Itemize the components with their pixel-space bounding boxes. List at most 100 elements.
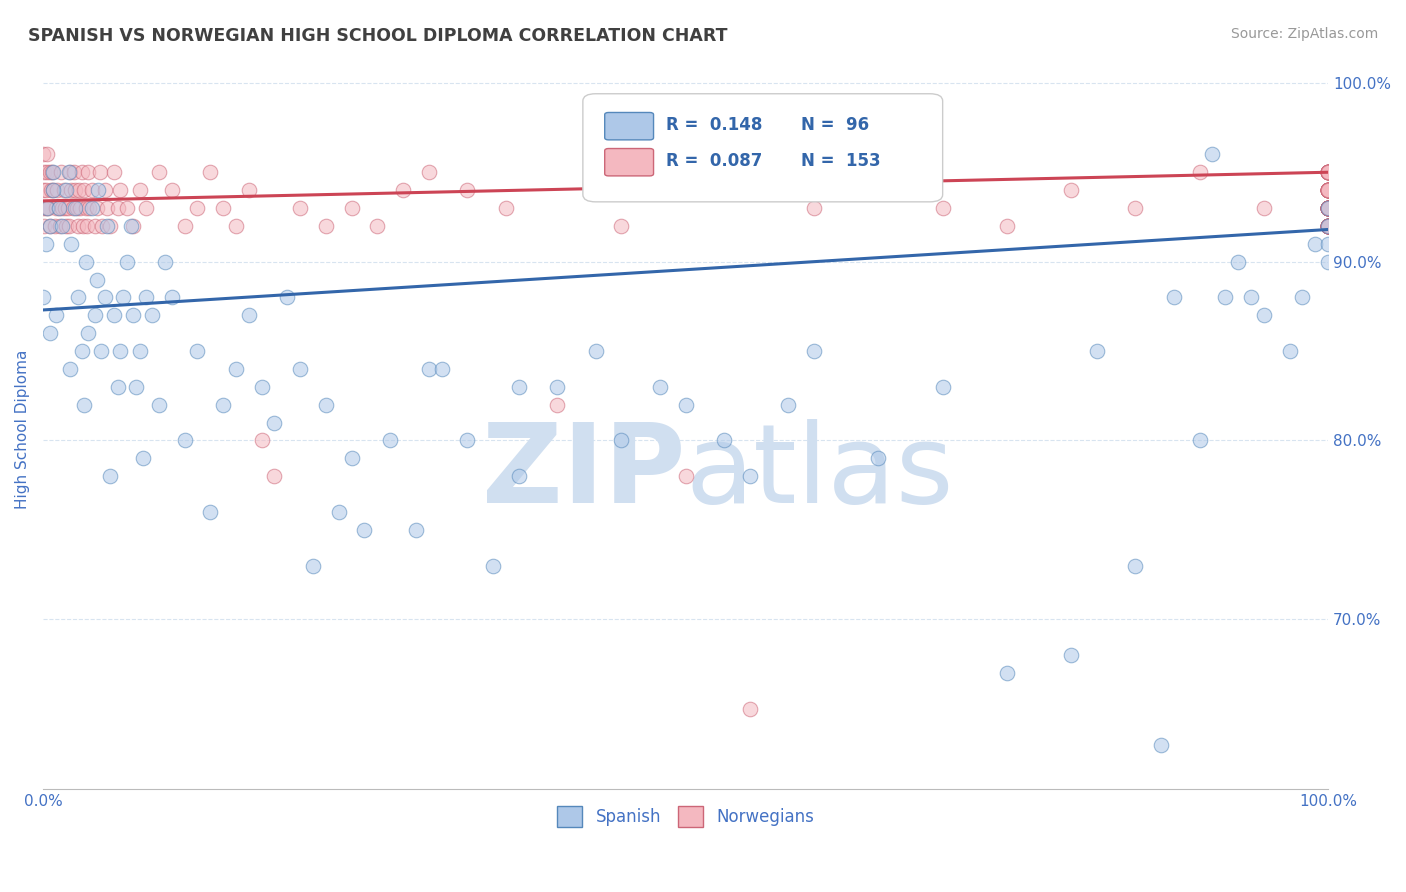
Point (135, 290, 157, 304)
Point (1317, 201, 1340, 215)
Point (868, 183, 890, 197)
Point (160, 183, 183, 197)
Point (115, 201, 138, 215)
Point (778, 398, 800, 412)
Point (1317, 183, 1340, 197)
Point (1317, 201, 1340, 215)
Point (35, 236, 58, 251)
Point (1317, 219, 1340, 233)
Point (65, 183, 87, 197)
FancyBboxPatch shape (583, 94, 942, 202)
Point (738, 469, 761, 483)
Point (122, 219, 145, 233)
Point (1317, 201, 1340, 215)
Point (1317, 183, 1340, 197)
Point (1317, 219, 1340, 233)
Point (52, 183, 75, 197)
Point (1317, 219, 1340, 233)
Point (378, 434, 401, 448)
Point (70, 165, 93, 179)
Point (32, 183, 55, 197)
Point (1317, 201, 1340, 215)
Point (48, 201, 70, 215)
Point (186, 201, 208, 215)
Point (1317, 201, 1340, 215)
Point (418, 362, 440, 376)
Point (1291, 290, 1313, 304)
Point (1303, 236, 1326, 251)
Point (148, 398, 170, 412)
Point (76, 219, 98, 233)
Legend: Spanish, Norwegians: Spanish, Norwegians (548, 798, 823, 835)
Point (128, 344, 150, 359)
Point (238, 183, 260, 197)
Point (238, 308, 260, 322)
Point (1317, 201, 1340, 215)
Point (38, 326, 60, 341)
Point (46, 183, 69, 197)
Point (995, 665, 1018, 680)
Point (87, 183, 110, 197)
Point (250, 434, 273, 448)
Point (103, 165, 125, 179)
Point (263, 469, 285, 483)
Point (60, 183, 83, 197)
Point (32, 201, 55, 215)
Point (58, 165, 80, 179)
Point (35, 147, 58, 161)
Point (1253, 201, 1275, 215)
Point (1278, 344, 1301, 359)
Point (1317, 183, 1340, 197)
Point (212, 201, 235, 215)
Point (1317, 201, 1340, 215)
Point (1317, 183, 1340, 197)
Point (125, 380, 148, 394)
Point (302, 558, 325, 573)
Point (200, 165, 222, 179)
Point (1317, 201, 1340, 215)
Point (1317, 165, 1340, 179)
Point (1317, 219, 1340, 233)
Point (55, 183, 77, 197)
Point (340, 451, 363, 466)
Point (96, 201, 118, 215)
Point (803, 344, 825, 359)
Point (59, 165, 82, 179)
Point (107, 201, 129, 215)
Point (94, 290, 117, 304)
Text: SPANISH VS NORWEGIAN HIGH SCHOOL DIPLOMA CORRELATION CHART: SPANISH VS NORWEGIAN HIGH SCHOOL DIPLOMA… (28, 27, 728, 45)
Point (42, 183, 65, 197)
Point (1317, 183, 1340, 197)
Point (80, 183, 103, 197)
Point (94, 183, 117, 197)
Point (51, 219, 73, 233)
Point (1317, 219, 1340, 233)
Point (86, 272, 108, 286)
Point (42, 165, 65, 179)
Point (1317, 165, 1340, 179)
Point (1317, 201, 1340, 215)
Point (1317, 183, 1340, 197)
Point (32, 147, 55, 161)
Point (111, 290, 134, 304)
Point (585, 344, 607, 359)
Point (90, 344, 112, 359)
Point (1317, 219, 1340, 233)
Point (98, 219, 121, 233)
Text: N =  96: N = 96 (801, 116, 869, 134)
Point (1317, 183, 1340, 197)
Point (225, 219, 247, 233)
Point (41, 165, 63, 179)
Point (290, 201, 312, 215)
Point (353, 523, 375, 537)
Point (1317, 165, 1340, 179)
Point (200, 505, 222, 519)
Point (1317, 201, 1340, 215)
Point (1317, 165, 1340, 179)
Point (1317, 219, 1340, 233)
Point (37, 201, 59, 215)
Point (1317, 201, 1340, 215)
Point (1317, 201, 1340, 215)
Point (1253, 308, 1275, 322)
Point (508, 469, 530, 483)
